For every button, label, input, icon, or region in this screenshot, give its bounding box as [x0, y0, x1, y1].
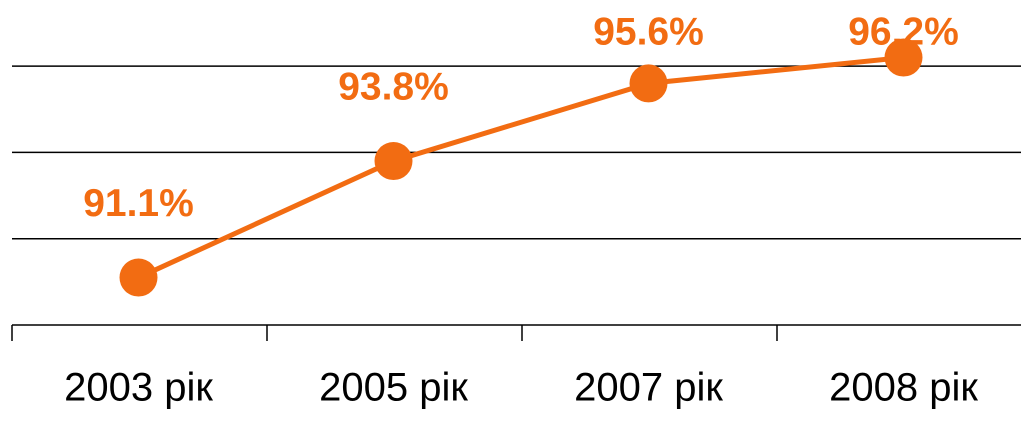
- data-label: 93.8%: [338, 65, 449, 108]
- point: [119, 258, 158, 297]
- data-label: 96.2%: [848, 10, 959, 53]
- data-label: 91.1%: [83, 182, 194, 225]
- x-tick-label: 2005 рік: [319, 366, 468, 410]
- point: [374, 142, 413, 181]
- x-tick-label: 2007 рік: [574, 366, 723, 410]
- line: [137, 55, 904, 280]
- x-tick-label: 2003 рік: [64, 366, 213, 410]
- data-label: 95.6%: [593, 10, 704, 53]
- x-tick-label: 2008 рік: [829, 366, 978, 410]
- point: [884, 38, 923, 77]
- point: [629, 64, 668, 103]
